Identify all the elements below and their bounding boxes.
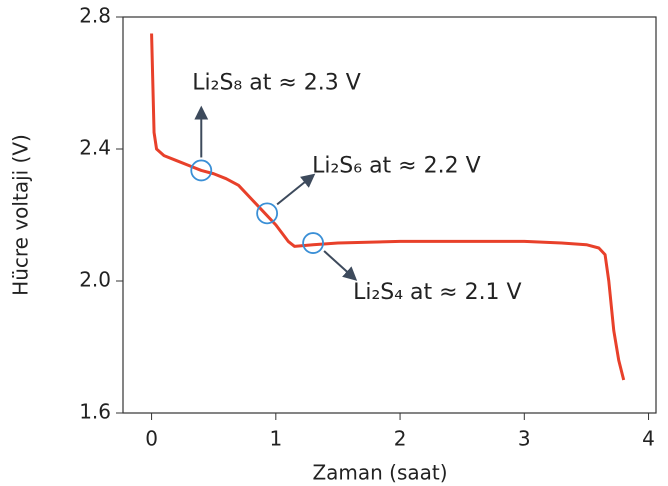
marker-circle	[190, 159, 213, 182]
x-tick-label: 4	[642, 427, 655, 451]
x-tick-label: 0	[145, 427, 158, 451]
marker-circle	[256, 202, 279, 225]
arrow	[276, 173, 316, 206]
plot-frame	[122, 16, 657, 414]
annotation: Li₂S₆ at ≈ 2.2 V	[312, 153, 481, 178]
y-tick-label: 2.8	[79, 4, 111, 28]
x-tick-label: 3	[518, 427, 531, 451]
arrow	[323, 250, 358, 281]
y-tick-label: 2.4	[79, 136, 111, 160]
marker-circle	[302, 232, 324, 254]
y-axis-label: Hücre voltaji (V)	[9, 134, 33, 296]
x-axis-label: Zaman (saat)	[312, 461, 447, 485]
annotation: Li₂S₄ at ≈ 2.1 V	[353, 280, 522, 305]
y-tick-label: 1.6	[79, 400, 111, 424]
x-tick-label: 2	[394, 427, 407, 451]
annotation: Li₂S₈ at ≈ 2.3 V	[192, 70, 361, 95]
x-tick-label: 1	[269, 427, 282, 451]
data-line	[150, 33, 626, 381]
y-tick-label: 2.0	[79, 268, 111, 292]
